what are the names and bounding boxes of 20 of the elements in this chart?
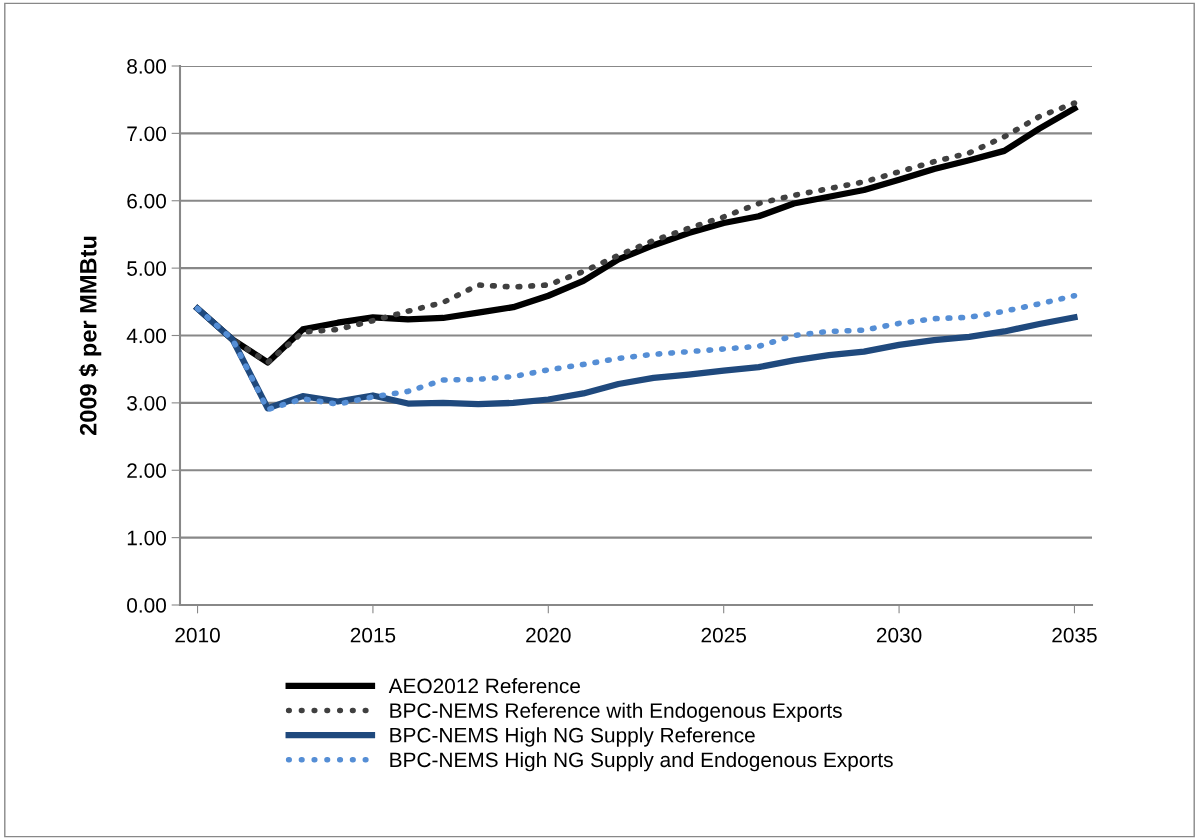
y-tick-label: 3.00	[127, 395, 166, 411]
legend-label: AEO2012 Reference	[388, 678, 580, 694]
x-tick-label: 2010	[175, 627, 220, 643]
y-tick-label: 4.00	[126, 328, 166, 344]
legend-label: BPC-NEMS Reference with Endogenous Exports	[390, 702, 842, 723]
y-tick-label: 0.00	[127, 598, 166, 613]
x-tick-label: 2015	[350, 627, 396, 643]
x-tick-label: 2025	[701, 627, 746, 643]
x-tick-label: 2030	[876, 627, 922, 643]
y-tick-label: 1.00	[127, 530, 166, 546]
y-tick-label: 6.00	[127, 193, 166, 209]
y-tick-label: 2.00	[127, 463, 166, 478]
legend-label: BPC-NEMS High NG Supply and Endogenous Exports	[390, 751, 893, 772]
x-tick-label: 2035	[1052, 627, 1097, 643]
y-tick-label: 5.00	[127, 261, 166, 276]
x-tick-label: 2020	[526, 627, 571, 643]
y-axis-title: 2009 $ per MMBtu	[78, 236, 102, 436]
legend-label: BPC-NEMS High NG Supply Reference	[390, 727, 755, 747]
y-tick-label: 8.00	[127, 59, 166, 74]
y-tick-label: 7.00	[127, 126, 166, 142]
